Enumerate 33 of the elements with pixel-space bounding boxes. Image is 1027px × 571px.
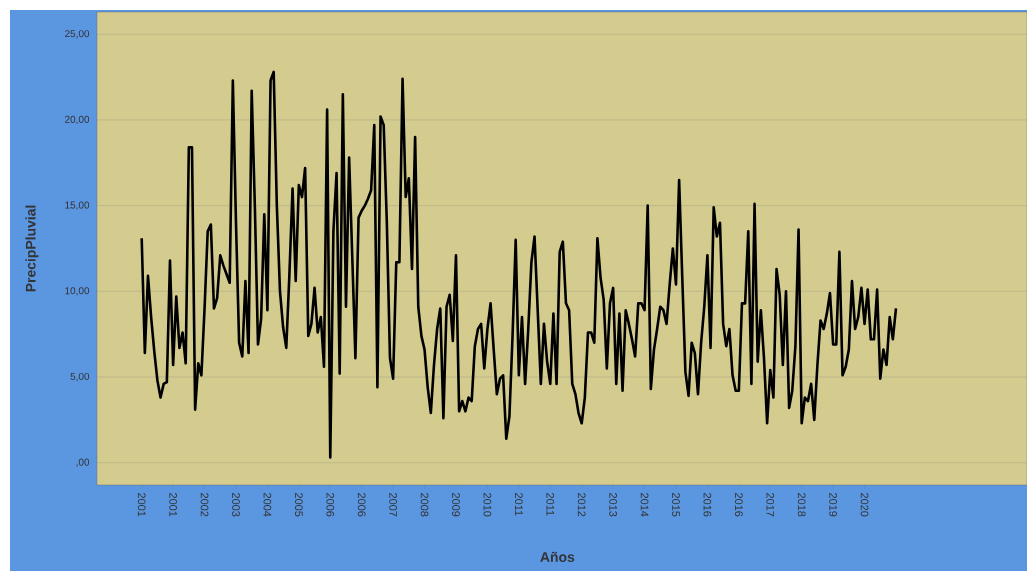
x-tick-label: 2014 <box>640 493 649 517</box>
x-tick-label: 2003 <box>232 493 240 517</box>
x-tick-label: 2013 <box>609 493 617 517</box>
x-tick-label: 2016 <box>734 493 743 517</box>
x-axis-title: Años <box>540 551 575 562</box>
x-tick-label: 2006 <box>326 493 335 517</box>
x-tick-label: 2010 <box>483 493 492 517</box>
x-tick-label: 2001 <box>137 493 146 517</box>
x-tick-label: 2004 <box>263 493 272 517</box>
line-series <box>140 70 898 459</box>
x-tick-label: 2015 <box>672 493 680 517</box>
y-axis-title: PrecipPluvial <box>25 205 39 292</box>
y-tick-label: ,00 <box>76 458 90 467</box>
x-tick-label: 2017 <box>766 493 775 517</box>
y-tick-label: 20,00 <box>65 115 90 125</box>
x-tick-label: 2005 <box>294 493 303 517</box>
x-tick-label: 2011 <box>514 493 523 516</box>
x-tick-label: 2019 <box>829 493 837 517</box>
y-tick-label: 5,00 <box>70 372 90 382</box>
y-tick-label: 10,00 <box>65 287 90 296</box>
y-tick-label: 15,00 <box>65 201 90 210</box>
x-tick-label: 2002 <box>200 493 209 517</box>
x-tick-label: 2012 <box>577 493 586 517</box>
x-tick-label: 2008 <box>420 493 429 517</box>
x-tick-label: 2007 <box>389 493 397 517</box>
x-tick-label: 2016 <box>703 493 712 517</box>
x-tick-label: 2006 <box>357 493 366 517</box>
x-tick-label: 2011 <box>546 493 555 516</box>
x-tick-label: 2020 <box>860 493 869 517</box>
x-tick-label: 2009 <box>452 493 460 517</box>
x-tick-label: 2001 <box>169 493 177 517</box>
y-tick-label: 25,00 <box>65 30 90 39</box>
x-tick-label: 2018 <box>797 493 806 517</box>
